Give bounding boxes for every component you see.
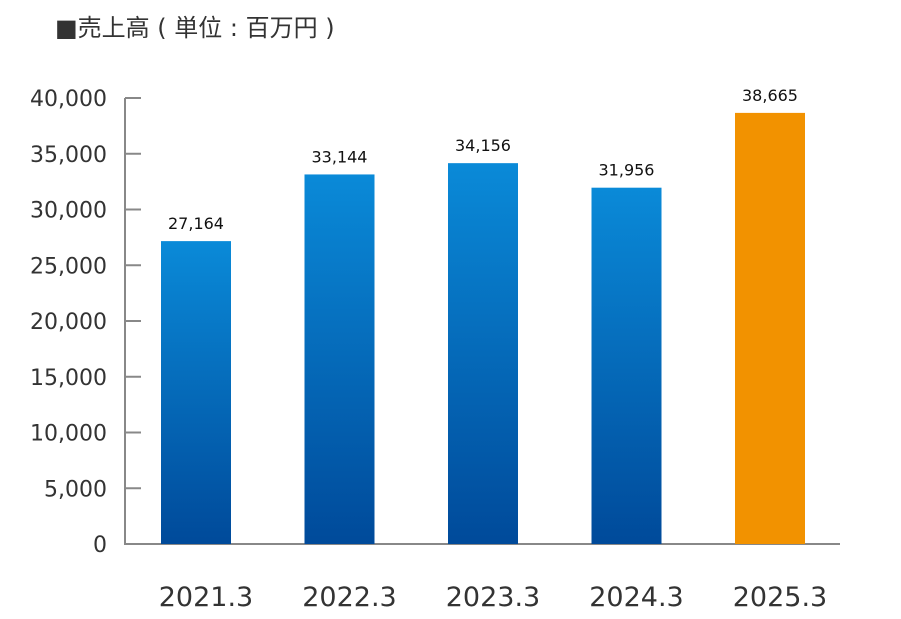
y-tick-label: 35,000 [30,143,107,168]
y-tick-label: 15,000 [30,366,107,391]
data-label: 34,156 [455,136,511,155]
bar-2022.3 [304,174,375,544]
bar-2023.3 [448,163,518,545]
x-axis-ticks: 2021.3 2022.3 2023.3 2024.3 2025.3 [159,582,827,613]
x-tick-label: 2022.3 [302,582,396,613]
bar-2021.3 [161,241,231,544]
y-tick-label: 5,000 [44,477,107,502]
y-tick-label: 0 [93,533,107,558]
data-labels: 27,164 33,144 34,156 31,956 38,665 [168,86,798,233]
y-tick-label: 30,000 [30,199,107,224]
x-tick-label: 2025.3 [733,582,827,613]
bars [161,112,805,545]
data-label: 27,164 [168,214,224,233]
x-tick-label: 2023.3 [446,582,540,613]
y-tick-label: 10,000 [30,422,107,447]
y-tick-label: 20,000 [30,310,107,335]
data-label: 33,144 [312,147,368,166]
y-tick-label: 25,000 [30,254,107,279]
y-tick-label: 40,000 [30,87,107,112]
data-label: 38,665 [742,86,798,105]
bar-2024.3 [591,187,662,544]
x-tick-label: 2021.3 [159,582,253,613]
bar-2025.3 [735,112,805,544]
x-tick-label: 2024.3 [589,582,683,613]
data-label: 31,956 [599,161,655,180]
chart-title: ■売上高 ( 単位 : 百万円 ) [55,14,335,42]
y-axis-ticks: 0 5,000 10,000 15,000 20,000 25,000 30,000 35,0… [30,87,141,558]
